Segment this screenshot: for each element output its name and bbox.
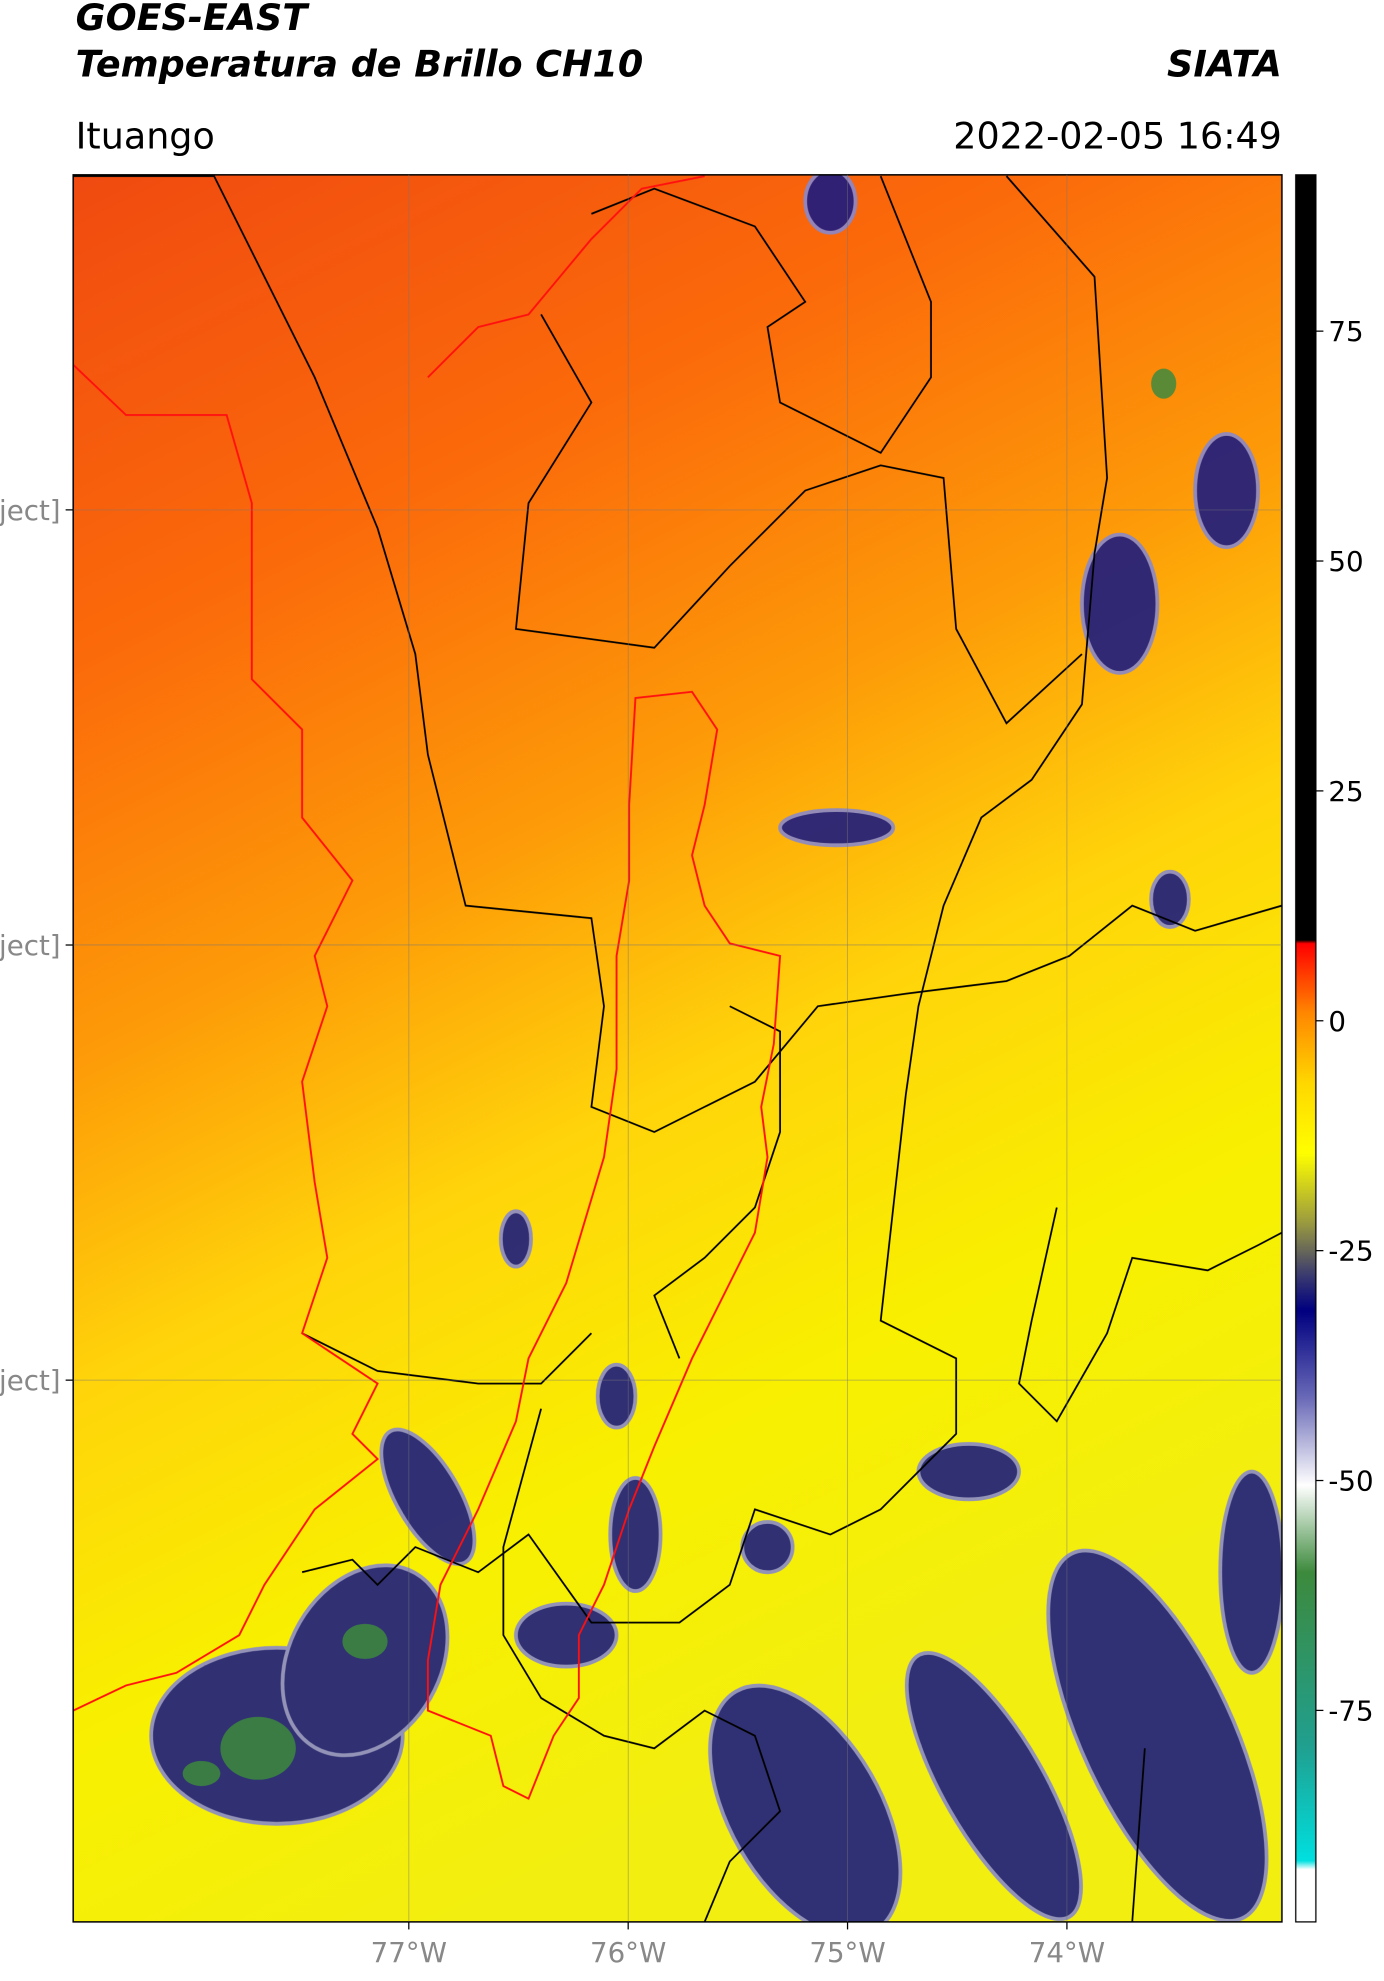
colorbar-tick-label: 0 (1328, 1005, 1346, 1038)
colorbar-tick-label: -25 (1328, 1235, 1373, 1268)
x-tick-label: 74°W (1029, 1936, 1105, 1969)
subtitle: Temperatura de Brillo CH10 (76, 43, 644, 86)
colorbar-tick-label: 75 (1328, 315, 1363, 348)
title: GOES-EAST (76, 0, 311, 39)
colorbar-tick-label: 25 (1328, 775, 1363, 808)
colorbar (1295, 174, 1317, 1923)
x-tick-label: 76°W (590, 1936, 666, 1969)
datetime: 2022-02-05 16:49 (953, 114, 1282, 157)
x-tick-label: 77°W (371, 1936, 447, 1969)
region: Ituango (76, 114, 215, 157)
map-image (73, 174, 1282, 1922)
colorbar-tick-label: -75 (1328, 1694, 1373, 1727)
colorbar-tick-label: 50 (1328, 545, 1363, 578)
y-tick-label: [object Object] (0, 1364, 61, 1397)
y-tick-label: [object Object] (0, 494, 61, 527)
map-frame (72, 174, 1283, 1923)
agency: SIATA (1167, 43, 1282, 86)
colorbar-tick-label: -50 (1328, 1465, 1373, 1498)
x-tick-label: 75°W (809, 1936, 885, 1969)
y-tick-label: [object Object] (0, 929, 61, 962)
